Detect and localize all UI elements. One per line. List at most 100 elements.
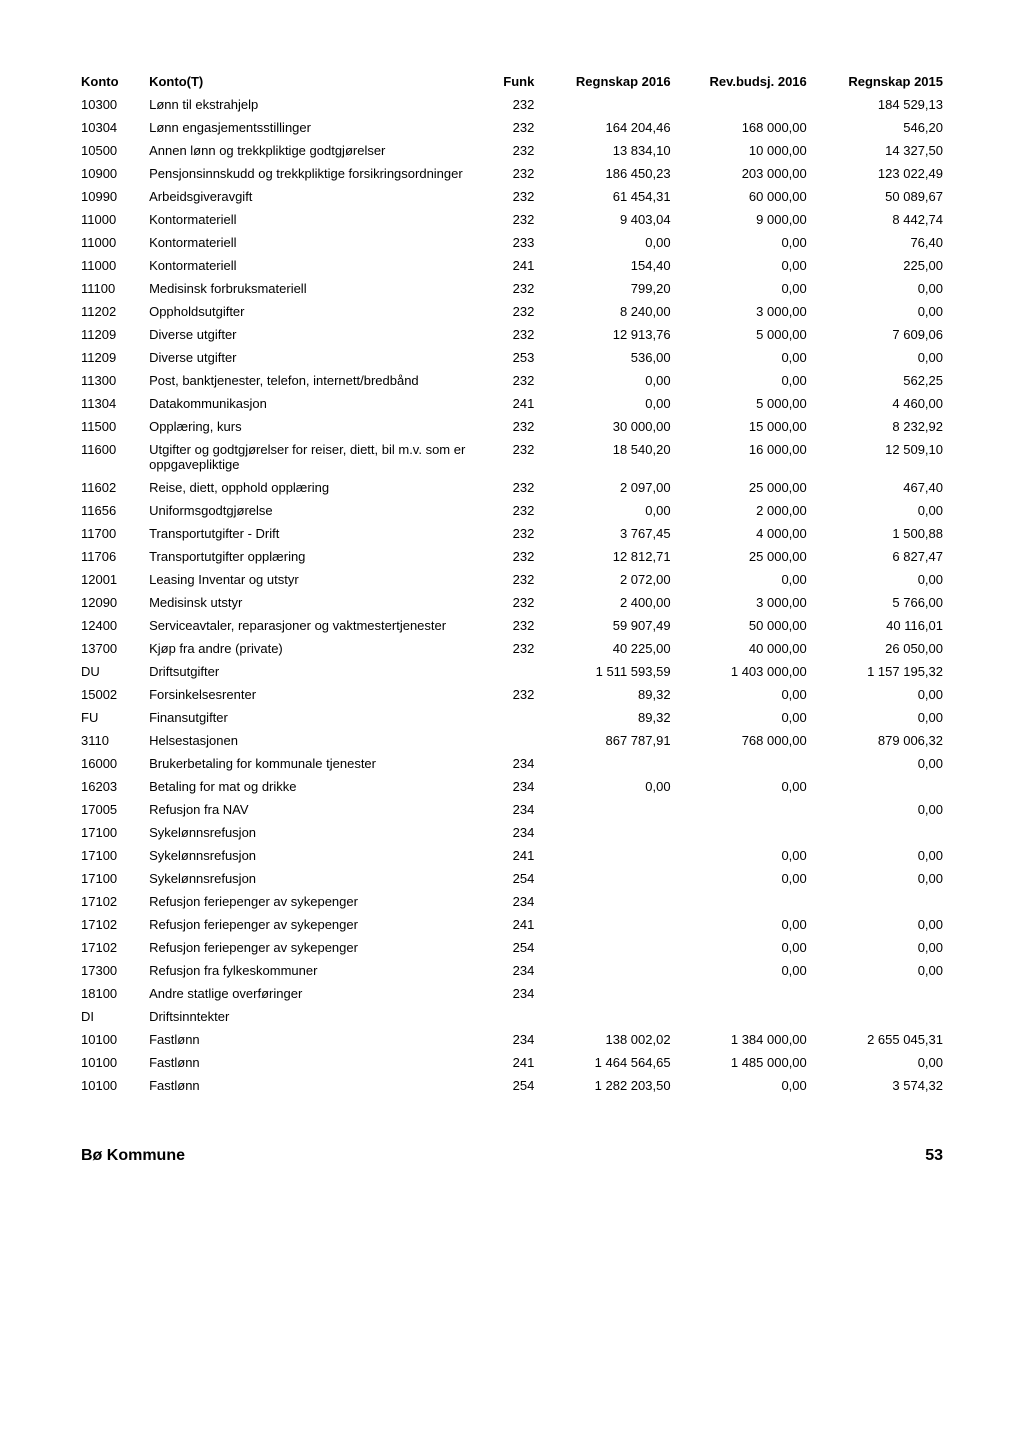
cell-rb2016: 4 000,00 [677, 522, 813, 545]
table-row: 12090Medisinsk utstyr2322 400,003 000,00… [75, 591, 949, 614]
cell-funk: 232 [484, 139, 541, 162]
table-header-row: Konto Konto(T) Funk Regnskap 2016 Rev.bu… [75, 70, 949, 93]
cell-rb2016: 0,00 [677, 568, 813, 591]
cell-r2015: 562,25 [813, 369, 949, 392]
cell-rb2016 [677, 93, 813, 116]
table-row: 16000Brukerbetaling for kommunale tjenes… [75, 752, 949, 775]
cell-konto: 10304 [75, 116, 143, 139]
cell-r2015: 0,00 [813, 798, 949, 821]
table-row: 11304Datakommunikasjon2410,005 000,004 4… [75, 392, 949, 415]
cell-rb2016: 0,00 [677, 844, 813, 867]
cell-rb2016: 5 000,00 [677, 392, 813, 415]
cell-r2015: 0,00 [813, 959, 949, 982]
table-row: 11500Opplæring, kurs23230 000,0015 000,0… [75, 415, 949, 438]
cell-rb2016: 2 000,00 [677, 499, 813, 522]
table-row: 10100Fastlønn234138 002,021 384 000,002 … [75, 1028, 949, 1051]
cell-konto: 10900 [75, 162, 143, 185]
cell-funk: 253 [484, 346, 541, 369]
cell-kontot: Transportutgifter opplæring [143, 545, 484, 568]
cell-r2015: 0,00 [813, 568, 949, 591]
cell-r2015: 879 006,32 [813, 729, 949, 752]
cell-konto: 10100 [75, 1028, 143, 1051]
table-row: 13700Kjøp fra andre (private)23240 225,0… [75, 637, 949, 660]
cell-r2016: 1 464 564,65 [540, 1051, 676, 1074]
cell-kontot: Sykelønnsrefusjon [143, 844, 484, 867]
cell-funk: 241 [484, 844, 541, 867]
cell-r2015: 0,00 [813, 913, 949, 936]
cell-konto: 12090 [75, 591, 143, 614]
table-row: 12400Serviceavtaler, reparasjoner og vak… [75, 614, 949, 637]
cell-r2015: 184 529,13 [813, 93, 949, 116]
cell-r2016 [540, 1005, 676, 1028]
cell-rb2016 [677, 1005, 813, 1028]
table-row: FUFinansutgifter89,320,000,00 [75, 706, 949, 729]
cell-konto: 11202 [75, 300, 143, 323]
cell-konto: 11700 [75, 522, 143, 545]
cell-funk: 234 [484, 890, 541, 913]
cell-kontot: Refusjon fra NAV [143, 798, 484, 821]
cell-konto: 10100 [75, 1074, 143, 1097]
cell-konto: 11602 [75, 476, 143, 499]
cell-rb2016: 1 384 000,00 [677, 1028, 813, 1051]
cell-kontot: Refusjon feriepenger av sykepenger [143, 913, 484, 936]
cell-funk: 234 [484, 959, 541, 982]
cell-rb2016: 0,00 [677, 1074, 813, 1097]
cell-r2016: 0,00 [540, 775, 676, 798]
cell-konto: 16203 [75, 775, 143, 798]
cell-konto: 17102 [75, 913, 143, 936]
header-regnskap2016: Regnskap 2016 [540, 70, 676, 93]
cell-rb2016: 3 000,00 [677, 591, 813, 614]
cell-r2015: 12 509,10 [813, 438, 949, 476]
cell-r2015: 0,00 [813, 277, 949, 300]
cell-r2015 [813, 982, 949, 1005]
cell-r2016 [540, 752, 676, 775]
cell-konto: 3110 [75, 729, 143, 752]
cell-kontot: Diverse utgifter [143, 346, 484, 369]
cell-r2015: 8 442,74 [813, 208, 949, 231]
cell-funk: 234 [484, 752, 541, 775]
cell-konto: 11000 [75, 208, 143, 231]
cell-r2015: 5 766,00 [813, 591, 949, 614]
cell-r2015: 225,00 [813, 254, 949, 277]
cell-r2015: 0,00 [813, 346, 949, 369]
cell-kontot: Lønn til ekstrahjelp [143, 93, 484, 116]
cell-konto: 17300 [75, 959, 143, 982]
cell-r2016: 2 400,00 [540, 591, 676, 614]
cell-r2015: 3 574,32 [813, 1074, 949, 1097]
table-row: 10900Pensjonsinnskudd og trekkpliktige f… [75, 162, 949, 185]
table-row: 11100Medisinsk forbruksmateriell232799,2… [75, 277, 949, 300]
table-row: 11656Uniformsgodtgjørelse2320,002 000,00… [75, 499, 949, 522]
cell-r2016: 1 282 203,50 [540, 1074, 676, 1097]
cell-funk: 232 [484, 545, 541, 568]
cell-konto: 11500 [75, 415, 143, 438]
cell-funk: 232 [484, 568, 541, 591]
cell-r2016: 0,00 [540, 499, 676, 522]
cell-konto: 11600 [75, 438, 143, 476]
cell-r2015: 14 327,50 [813, 139, 949, 162]
cell-rb2016: 0,00 [677, 913, 813, 936]
cell-r2015: 467,40 [813, 476, 949, 499]
cell-rb2016 [677, 752, 813, 775]
cell-kontot: Sykelønnsrefusjon [143, 867, 484, 890]
table-row: 12001Leasing Inventar og utstyr2322 072,… [75, 568, 949, 591]
table-row: 11209Diverse utgifter23212 913,765 000,0… [75, 323, 949, 346]
cell-kontot: Sykelønnsrefusjon [143, 821, 484, 844]
table-row: 11209Diverse utgifter253536,000,000,00 [75, 346, 949, 369]
cell-r2016: 9 403,04 [540, 208, 676, 231]
cell-funk: 254 [484, 936, 541, 959]
cell-r2015: 0,00 [813, 752, 949, 775]
cell-funk: 232 [484, 300, 541, 323]
cell-kontot: Driftsinntekter [143, 1005, 484, 1028]
cell-kontot: Fastlønn [143, 1028, 484, 1051]
cell-rb2016: 9 000,00 [677, 208, 813, 231]
cell-rb2016: 15 000,00 [677, 415, 813, 438]
table-row: 10300Lønn til ekstrahjelp232184 529,13 [75, 93, 949, 116]
cell-kontot: Kontormateriell [143, 231, 484, 254]
cell-r2016 [540, 821, 676, 844]
footer-right: 53 [925, 1147, 943, 1165]
cell-konto: 11000 [75, 254, 143, 277]
cell-kontot: Driftsutgifter [143, 660, 484, 683]
cell-kontot: Betaling for mat og drikke [143, 775, 484, 798]
cell-konto: 11209 [75, 323, 143, 346]
table-row: 11202Oppholdsutgifter2328 240,003 000,00… [75, 300, 949, 323]
